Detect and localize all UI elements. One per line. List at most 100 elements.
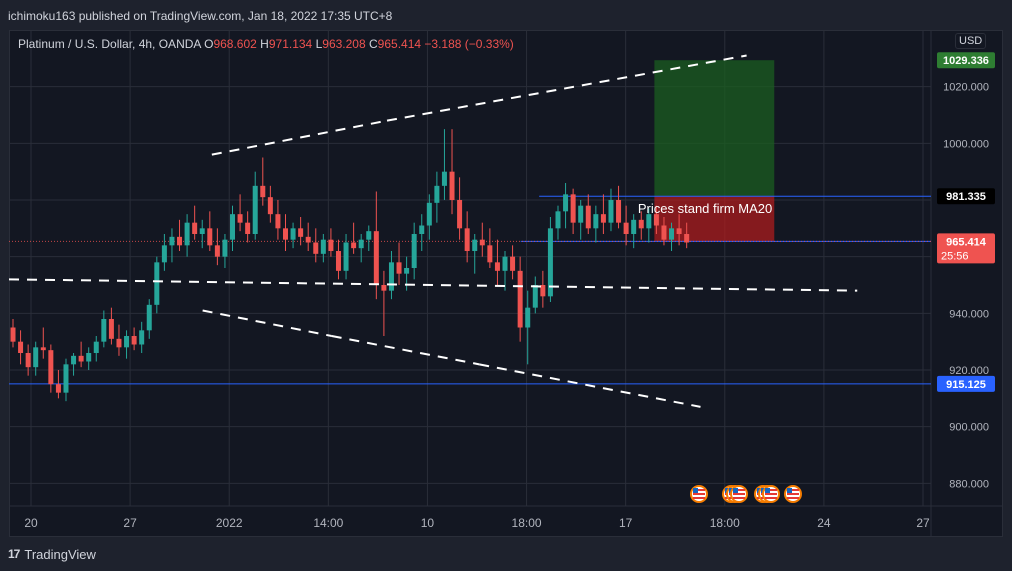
price-tag-915.125: 915.125 xyxy=(937,375,995,392)
candle-body xyxy=(108,319,114,339)
legend-low-value: 963.208 xyxy=(322,37,366,51)
candle-body xyxy=(10,327,16,342)
candle-body xyxy=(275,214,281,229)
time-tick-label: 20 xyxy=(24,516,38,530)
price-tag-box xyxy=(937,188,995,205)
candle-body xyxy=(366,231,372,240)
candle-body xyxy=(578,205,584,223)
candle-body xyxy=(351,242,357,249)
price-tag-label: 981.335 xyxy=(946,191,986,203)
candle-body xyxy=(510,256,516,271)
legend-open-label: O xyxy=(204,37,214,51)
candle-body xyxy=(146,304,152,331)
time-tick-label: 27 xyxy=(123,516,137,530)
candle-body xyxy=(502,256,508,271)
candle-body xyxy=(199,228,205,234)
candle-body xyxy=(404,268,410,274)
price-axis-labels: 880.000900.000920.000940.000960.000980.0… xyxy=(943,82,989,491)
candle-body xyxy=(494,262,500,271)
legend-change: −3.188 (−0.33%) xyxy=(424,37,514,51)
candle-body xyxy=(449,171,455,200)
trendline xyxy=(386,54,747,122)
candle-body xyxy=(563,194,569,212)
price-tag-box xyxy=(937,233,995,264)
candle-body xyxy=(600,214,606,223)
price-tick-label: 920.000 xyxy=(949,365,989,377)
legend-close-value: 965.414 xyxy=(377,37,422,51)
price-chart[interactable]: Prices stand firm MA20 880.000 900.000 920.… xyxy=(9,30,1003,537)
tradingview-wordmark: TradingView xyxy=(24,546,96,562)
candle-body xyxy=(358,239,364,249)
flag-stripe xyxy=(693,489,705,491)
candle-body xyxy=(282,228,288,240)
candle-body xyxy=(646,214,652,229)
us-flag-icon xyxy=(730,485,748,503)
trendline xyxy=(331,335,480,366)
candle-body xyxy=(48,350,54,385)
price-tick-label: 880.000 xyxy=(949,478,989,490)
time-tick-label: 18:00 xyxy=(512,516,542,530)
candle-body xyxy=(638,219,644,229)
flag-stripe xyxy=(693,497,705,499)
flag-canton xyxy=(693,488,698,493)
candle-body xyxy=(320,239,326,254)
candle-body xyxy=(616,200,622,223)
flag-canton xyxy=(733,488,738,493)
candle-body xyxy=(290,228,296,240)
price-tag-box xyxy=(937,375,995,392)
candle-body xyxy=(343,242,349,271)
flag-canton xyxy=(787,488,792,493)
candle-body xyxy=(169,236,175,246)
candle-body xyxy=(570,194,576,223)
footer-brand: 17 TradingView xyxy=(8,544,96,564)
publisher-text: ichimoku163 published on TradingView.com… xyxy=(8,9,393,23)
candle-body xyxy=(457,200,463,229)
currency-button[interactable]: USD xyxy=(955,33,987,49)
grid-lines xyxy=(9,30,931,506)
legend-open-value: 968.602 xyxy=(213,37,257,51)
candle-body xyxy=(381,285,387,291)
candle-body xyxy=(411,234,417,268)
candle-body xyxy=(328,239,334,251)
flag-canton xyxy=(765,488,770,493)
price-tag-box xyxy=(937,52,995,69)
candle-body xyxy=(214,245,220,257)
candle-body xyxy=(472,239,478,251)
flag-stripe xyxy=(787,493,799,495)
price-tag-label: 1029.336 xyxy=(943,55,989,67)
flag-stripe xyxy=(765,489,777,491)
flag-stripe xyxy=(733,493,745,495)
price-tick-label: 1020.000 xyxy=(943,82,989,94)
candle-body xyxy=(124,336,130,348)
candle-body xyxy=(131,336,137,345)
flag-stripe xyxy=(765,493,777,495)
candle-body xyxy=(63,364,69,393)
candle-body xyxy=(623,222,629,234)
us-flag-icon xyxy=(762,485,780,503)
publisher-bar: ichimoku163 published on TradingView.com… xyxy=(0,0,1012,30)
legend-high-label: H xyxy=(260,37,269,51)
annotation-text: Prices stand firm MA20 xyxy=(638,201,772,216)
stop-zone xyxy=(654,196,775,242)
flag-stripe xyxy=(733,497,745,499)
candle-body xyxy=(154,262,160,305)
candle-body xyxy=(608,200,614,223)
candle-body xyxy=(684,234,690,243)
candle-body xyxy=(252,185,258,234)
flag-stripe xyxy=(787,489,799,491)
candle-body xyxy=(434,185,440,203)
flag-stripe xyxy=(787,497,799,499)
time-tick-label: 17 xyxy=(619,516,633,530)
us-flag-icon xyxy=(690,485,708,503)
legend-high-value: 971.134 xyxy=(268,37,313,51)
chart-panel[interactable] xyxy=(9,30,1003,537)
candle-body xyxy=(55,384,61,393)
candle-body xyxy=(101,319,107,342)
time-tick-label: 18:00 xyxy=(710,516,740,530)
candle-body xyxy=(593,214,599,229)
time-tick-label: 14:00 xyxy=(313,516,343,530)
candle-body xyxy=(631,219,637,234)
candle-body xyxy=(388,262,394,291)
candle-body xyxy=(653,214,659,226)
candle-body xyxy=(33,347,39,368)
